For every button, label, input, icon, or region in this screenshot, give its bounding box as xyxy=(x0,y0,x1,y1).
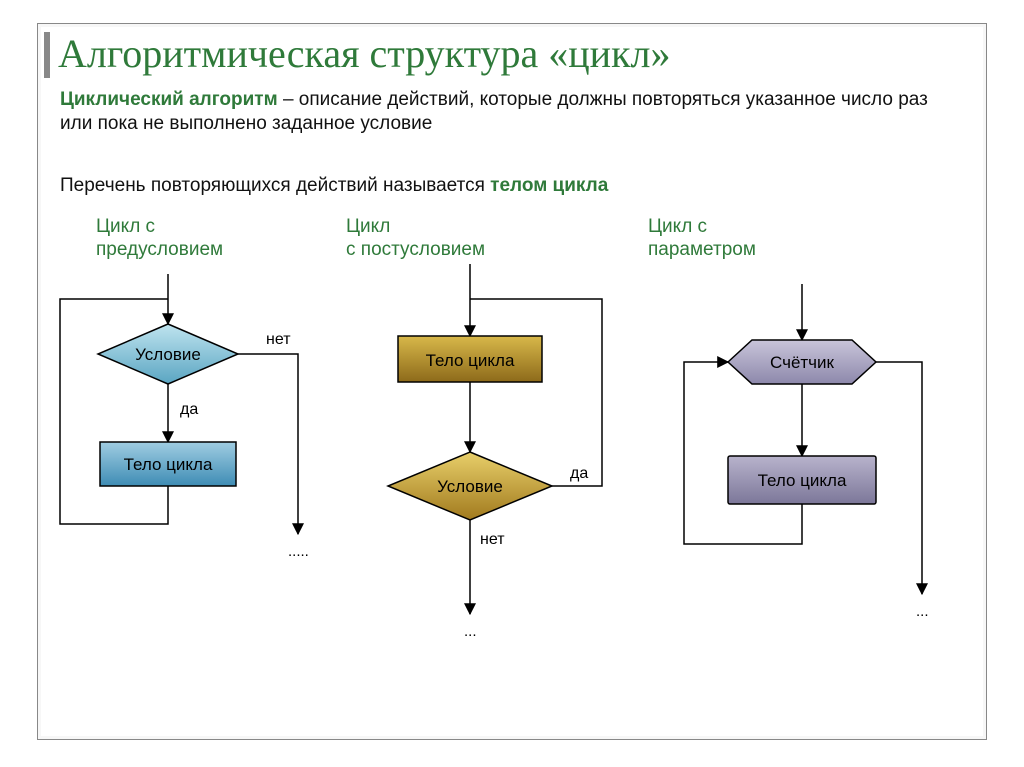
counter-label: Счётчик xyxy=(770,353,835,372)
dots-a: ..... xyxy=(288,543,309,560)
no-label: нет xyxy=(266,331,291,348)
flowchart-postcondition-loop xyxy=(320,264,620,654)
col-b-title: Цикл с постусловием xyxy=(346,216,485,262)
definition-term: Циклический алгоритм xyxy=(60,89,278,110)
page-title: Алгоритмическая структура «цикл» xyxy=(58,30,670,77)
flowchart-precondition: Условие нет да Тело цикла ..... xyxy=(48,274,318,584)
body-label: Тело цикла xyxy=(124,455,213,474)
dots-c: ... xyxy=(916,603,929,620)
condition-label: Условие xyxy=(135,345,201,364)
col-c-title: Цикл с параметром xyxy=(648,216,756,262)
col-b-l1: Цикл xyxy=(346,216,390,237)
col-a-title: Цикл с предусловием xyxy=(96,216,223,262)
accent-bar xyxy=(44,32,50,78)
col-c-l1: Цикл с xyxy=(648,216,707,237)
flowchart-parameter: Счётчик Тело цикла ... xyxy=(632,284,942,654)
body-sentence: Перечень повторяющихся действий называет… xyxy=(60,174,940,198)
col-a-l2: предусловием xyxy=(96,239,223,260)
body-label-c: Тело цикла xyxy=(758,471,847,490)
col-b-l2: с постусловием xyxy=(346,239,485,260)
col-c-l2: параметром xyxy=(648,239,756,260)
sentence2-a: Перечень повторяющихся действий называет… xyxy=(60,175,490,196)
yes-label: да xyxy=(180,401,198,418)
sentence2-b: телом цикла xyxy=(490,175,608,196)
col-a-l1: Цикл с xyxy=(96,216,155,237)
definition-text: Циклический алгоритм – описание действий… xyxy=(60,88,940,136)
